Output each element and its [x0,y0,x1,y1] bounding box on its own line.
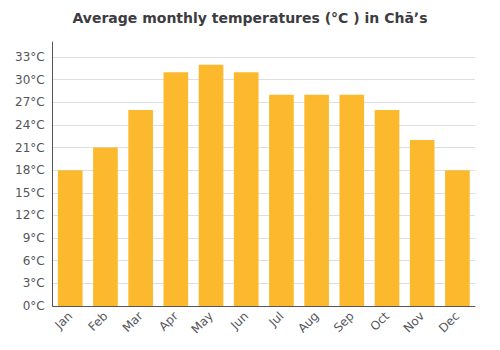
svg-text:21°C: 21°C [15,141,45,155]
svg-text:Oct: Oct [367,309,392,334]
svg-text:Nov: Nov [401,309,427,335]
svg-text:Apr: Apr [156,309,181,334]
svg-text:3°C: 3°C [23,276,45,290]
svg-text:6°C: 6°C [23,254,45,268]
svg-text:12°C: 12°C [15,208,45,222]
svg-text:Mar: Mar [120,309,146,335]
svg-text:Aug: Aug [295,309,321,335]
svg-text:24°C: 24°C [15,118,45,132]
svg-text:Feb: Feb [85,309,110,334]
svg-text:27°C: 27°C [15,95,45,109]
svg-text:Average monthly temperatures (: Average monthly temperatures (°C ) in Ch… [72,10,427,26]
svg-text:May: May [189,309,216,336]
svg-text:Jun: Jun [227,309,251,333]
svg-text:Jul: Jul [266,309,287,330]
svg-text:Sep: Sep [331,309,357,335]
svg-text:33°C: 33°C [15,50,45,64]
svg-text:9°C: 9°C [23,231,45,245]
svg-text:Dec: Dec [436,309,462,335]
svg-text:18°C: 18°C [15,163,45,177]
svg-text:30°C: 30°C [15,73,45,87]
svg-text:15°C: 15°C [15,186,45,200]
svg-text:Jan: Jan [52,309,76,333]
svg-text:0°C: 0°C [23,299,45,313]
